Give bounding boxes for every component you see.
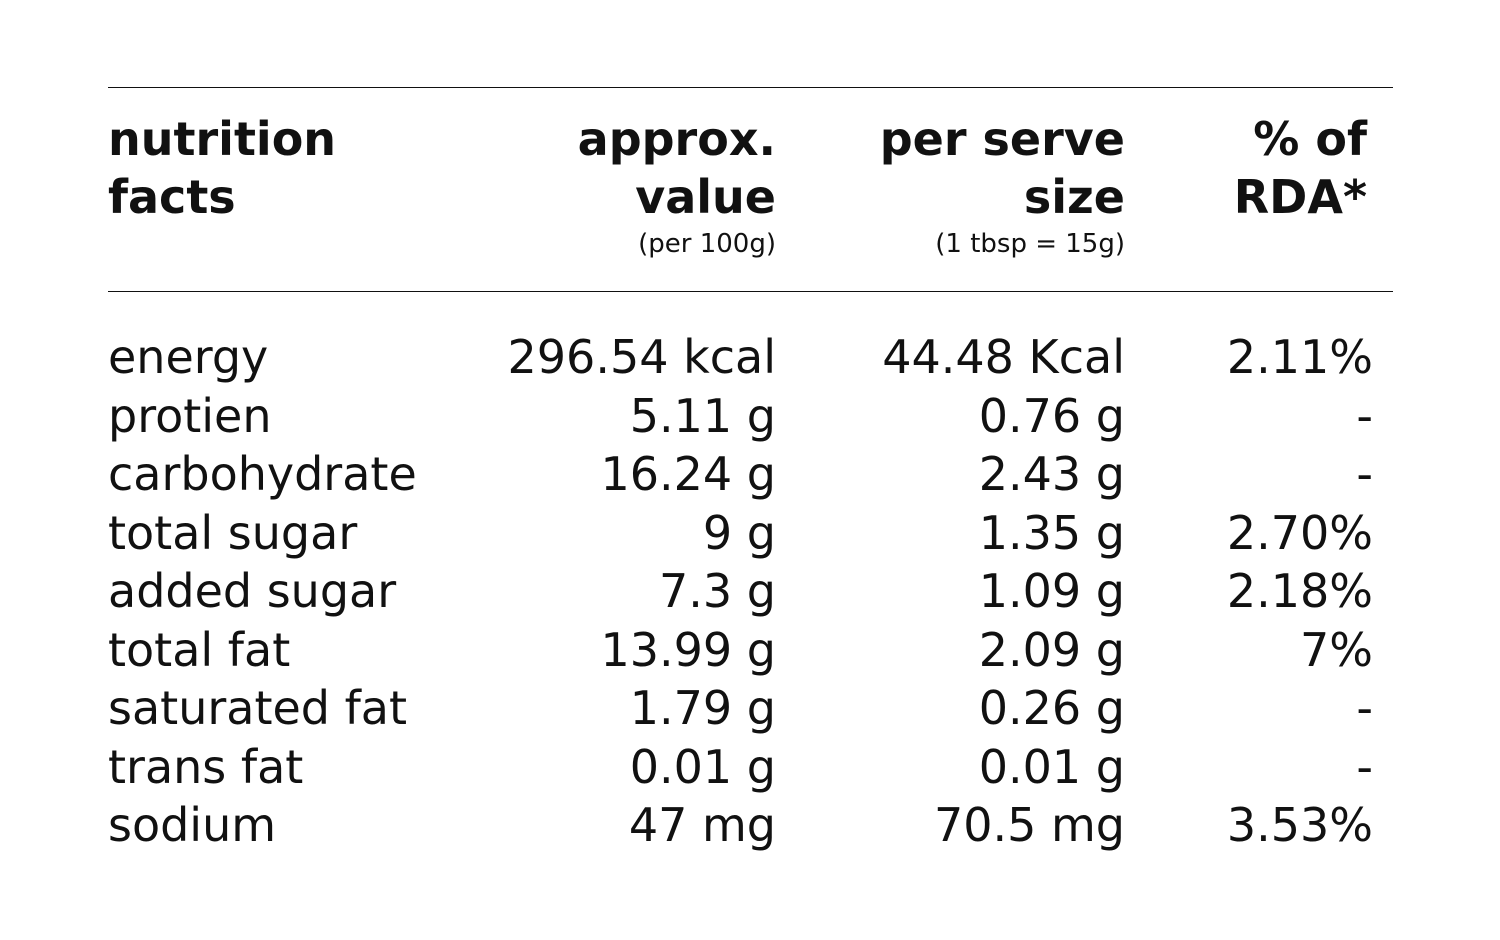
per-serve-value: 70.5 mg — [933, 798, 1125, 852]
table-row: protien 5.11 g 0.76 g - — [0, 387, 1500, 446]
per-serve-value: 1.35 g — [978, 505, 1125, 560]
header-rda: % of RDA* — [1234, 110, 1367, 226]
approx-value: 5.11 g — [629, 388, 776, 443]
nutrient-name: total fat — [108, 622, 291, 677]
nutrient-name: trans fat — [108, 739, 304, 794]
per-serve-value: 0.01 g — [978, 739, 1125, 794]
table-row: energy 296.54 kcal 44.48 Kcal 2.11% — [0, 328, 1500, 387]
header-nutrition-line-1: nutrition — [108, 112, 337, 166]
approx-value: 7.3 g — [659, 564, 776, 618]
rda-percent: 3.53% — [1226, 798, 1373, 852]
per-serve-value: 0.26 g — [978, 681, 1125, 735]
per-serve-value: 1.09 g — [978, 564, 1125, 618]
table-row: total sugar 9 g 1.35 g 2.70% — [0, 504, 1500, 563]
rda-percent: 2.70% — [1226, 505, 1373, 560]
per-serve-value: 0.76 g — [978, 388, 1125, 443]
rda-percent: - — [1356, 739, 1373, 794]
rda-percent: 2.18% — [1226, 564, 1373, 618]
approx-value: 16.24 g — [600, 447, 776, 501]
header-per-serve-size: per serve size (1 tbsp = 15g) — [880, 110, 1125, 260]
header-nutrition-line-2: facts — [108, 170, 236, 224]
rda-percent: - — [1356, 681, 1373, 735]
table-row: total fat 13.99 g 2.09 g 7% — [0, 621, 1500, 680]
approx-value: 1.79 g — [629, 681, 776, 735]
per-serve-value: 2.09 g — [978, 622, 1125, 677]
nutrition-table-body: energy 296.54 kcal 44.48 Kcal 2.11% prot… — [0, 328, 1500, 855]
rda-percent: 2.11% — [1226, 330, 1373, 384]
rda-percent: - — [1356, 447, 1373, 501]
approx-value: 9 g — [702, 505, 776, 560]
table-row: trans fat 0.01 g 0.01 g - — [0, 738, 1500, 797]
approx-value: 13.99 g — [600, 622, 776, 677]
approx-value: 0.01 g — [629, 739, 776, 794]
header-divider — [108, 291, 1393, 292]
table-row: carbohydrate 16.24 g 2.43 g - — [0, 445, 1500, 504]
header-approx-value: approx. value (per 100g) — [578, 110, 776, 260]
table-row: sodium 47 mg 70.5 mg 3.53% — [0, 796, 1500, 855]
rda-percent: - — [1356, 388, 1373, 443]
header-rda-line-1: % of — [1253, 112, 1367, 166]
approx-value: 47 mg — [628, 798, 776, 852]
header-serve-subtitle: (1 tbsp = 15g) — [935, 229, 1125, 259]
nutrient-name: added sugar — [108, 564, 397, 618]
nutrient-name: protien — [108, 388, 272, 443]
table-row: added sugar 7.3 g 1.09 g 2.18% — [0, 562, 1500, 621]
header-approx-line-2: value — [635, 170, 776, 224]
header-rda-line-2: RDA* — [1233, 170, 1367, 224]
nutrient-name: carbohydrate — [108, 447, 417, 501]
nutrient-name: sodium — [108, 798, 277, 852]
header-serve-line-1: per serve — [879, 112, 1125, 166]
per-serve-value: 44.48 Kcal — [882, 330, 1125, 384]
header-serve-line-2: size — [1023, 170, 1125, 224]
table-row: saturated fat 1.79 g 0.26 g - — [0, 679, 1500, 738]
nutrient-name: energy — [108, 330, 269, 384]
nutrient-name: total sugar — [108, 505, 358, 560]
nutrient-name: saturated fat — [108, 681, 408, 735]
top-divider — [108, 87, 1393, 88]
header-approx-line-1: approx. — [577, 112, 776, 166]
header-approx-subtitle: (per 100g) — [638, 229, 776, 259]
header-nutrition-facts: nutrition facts — [108, 110, 336, 226]
approx-value: 296.54 kcal — [507, 330, 776, 384]
per-serve-value: 2.43 g — [978, 447, 1125, 501]
rda-percent: 7% — [1300, 622, 1373, 677]
